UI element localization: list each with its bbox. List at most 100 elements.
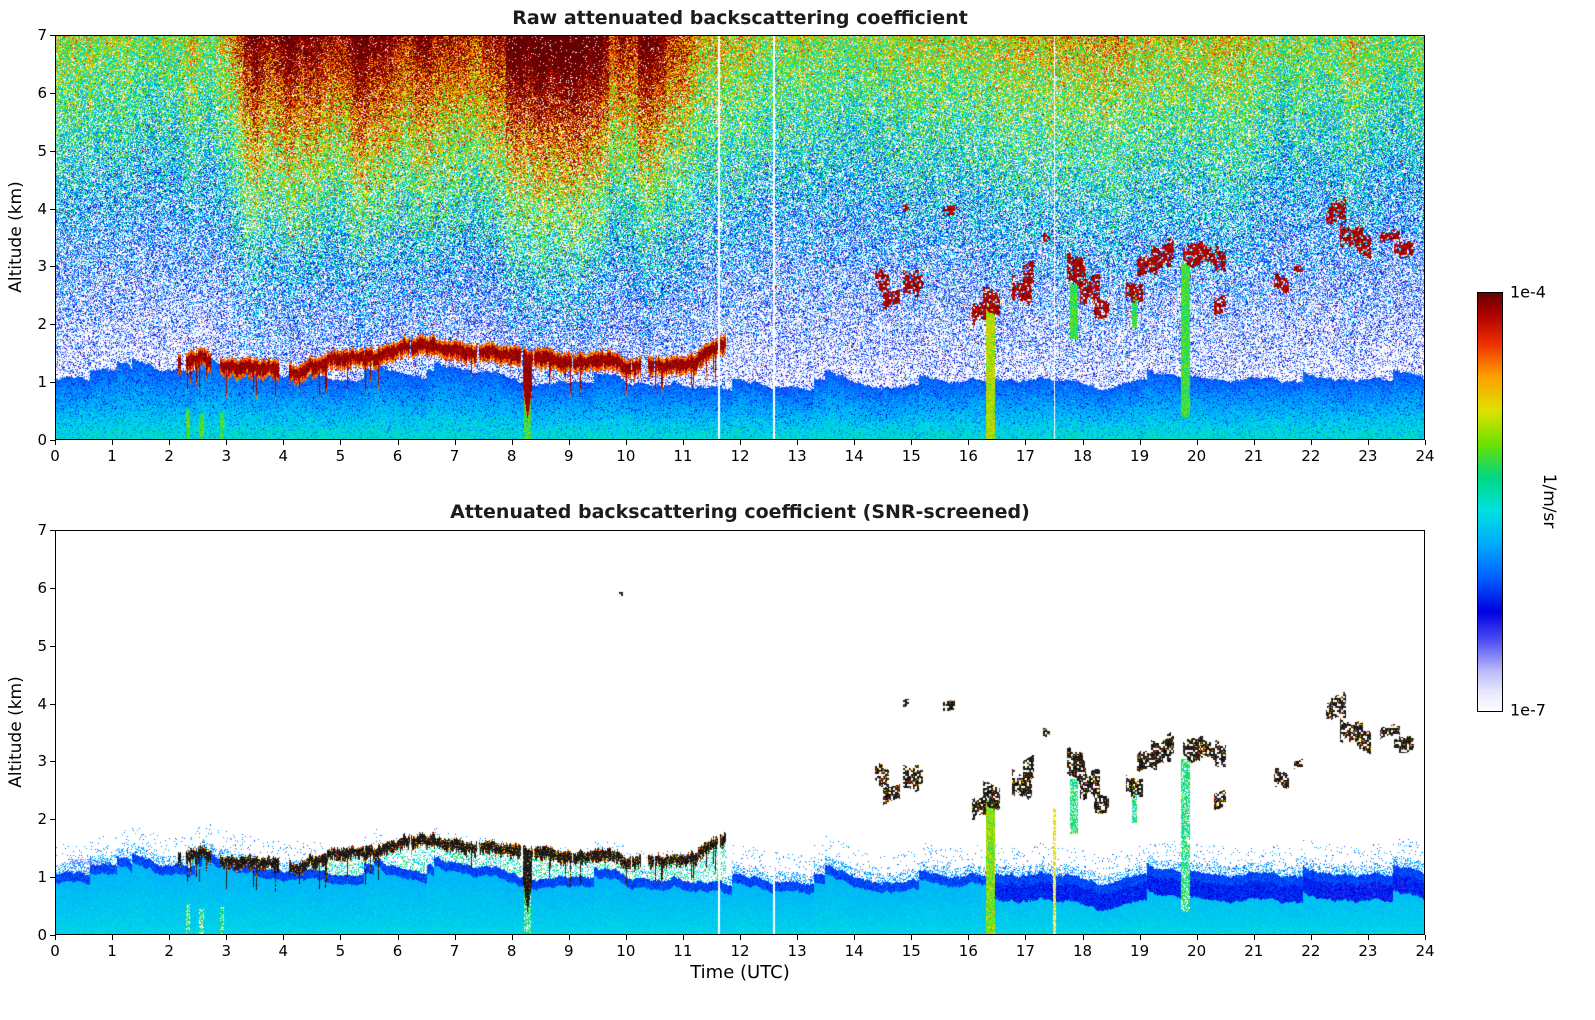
x-tick-label: 22 [1301,447,1321,465]
x-tick-mark [968,440,970,445]
x-tick-label: 7 [449,942,460,960]
x-tick-mark [1253,935,1255,940]
x-tick-mark [112,440,114,445]
x-tick-label: 20 [1187,447,1207,465]
x-tick-label: 10 [616,942,636,960]
x-tick-label: 18 [1072,447,1093,465]
x-tick-label: 21 [1244,447,1264,465]
x-tick-mark [283,935,285,940]
x-tick-label: 22 [1301,942,1321,960]
x-tick-mark [340,935,342,940]
x-tick-mark [454,935,456,940]
y-tick-label: 0 [37,926,47,944]
x-tick-label: 15 [901,942,921,960]
x-tick-label: 7 [449,447,460,465]
y-tick-mark [50,935,55,936]
x-tick-mark [1196,935,1198,940]
x-tick-label: 4 [278,942,289,960]
x-axis-label: Time (UTC) [690,962,790,983]
x-tick-label: 1 [107,447,117,465]
x-tick-label: 17 [1015,447,1035,465]
x-tick-mark [625,440,627,445]
x-tick-label: 1 [107,942,117,960]
y-tick-label: 6 [37,83,47,102]
raw-panel-title: Raw attenuated backscattering coefficien… [512,7,968,29]
x-tick-label: 13 [787,447,807,465]
x-tick-mark [1310,935,1312,940]
x-tick-mark [1253,440,1255,445]
x-tick-label: 0 [50,447,60,465]
x-tick-label: 4 [278,447,289,465]
y-tick-label: 4 [37,694,47,713]
x-tick-label: 14 [844,447,864,465]
x-tick-mark [797,935,799,940]
x-tick-label: 8 [506,447,517,465]
y-tick-label: 2 [37,810,47,829]
x-tick-label: 2 [164,447,174,465]
x-tick-mark [511,935,513,940]
x-tick-mark [1367,935,1369,940]
x-tick-mark [55,440,56,445]
x-tick-mark [1025,935,1027,940]
x-tick-mark [1310,440,1312,445]
y-tick-label: 5 [37,141,47,160]
colorbar-max-label: 1e-4 [1510,282,1546,302]
x-tick-label: 23 [1358,447,1378,465]
screened-panel-title: Attenuated backscattering coefficient (S… [450,501,1030,523]
x-tick-label: 16 [958,942,978,960]
x-tick-label: 12 [730,942,750,960]
y-tick-label: 2 [37,315,47,334]
x-tick-label: 2 [164,942,174,960]
x-tick-mark [1082,935,1084,940]
x-tick-mark [740,935,741,940]
x-tick-mark [797,440,799,445]
y-tick-label: 7 [37,26,47,44]
x-tick-label: 8 [506,942,517,960]
x-tick-label: 19 [1130,942,1150,960]
x-tick-mark [1196,440,1198,445]
x-tick-label: 16 [958,447,978,465]
y-tick-label: 3 [37,257,47,276]
x-tick-label: 9 [563,942,574,960]
x-tick-label: 18 [1072,942,1093,960]
y-tick-label: 7 [37,521,47,539]
x-tick-mark [854,935,856,940]
x-tick-mark [340,440,342,445]
x-tick-mark [1139,440,1141,445]
x-tick-label: 11 [673,942,693,960]
x-tick-mark [1367,440,1369,445]
x-tick-mark [55,935,56,940]
x-tick-mark [226,440,228,445]
x-tick-mark [740,440,741,445]
x-tick-mark [169,440,171,445]
x-tick-label: 23 [1358,942,1378,960]
x-tick-label: 11 [673,447,693,465]
y-tick-label: 1 [37,868,47,887]
colorbar [1477,292,1503,712]
colorbar-min-label: 1e-7 [1510,700,1546,720]
x-tick-mark [1425,935,1426,940]
x-tick-label: 10 [616,447,636,465]
x-tick-mark [1425,440,1426,445]
colorbar-units-label: 1/m/sr [1539,473,1559,529]
x-tick-mark [397,440,399,445]
y-tick-label: 6 [37,578,47,597]
x-tick-mark [968,935,970,940]
x-tick-label: 21 [1244,942,1264,960]
x-tick-label: 5 [335,942,346,960]
x-tick-label: 24 [1415,447,1435,465]
x-tick-mark [511,440,513,445]
raw-y-axis-label: Altitude (km) [6,181,26,293]
x-tick-label: 6 [392,942,403,960]
x-tick-mark [397,935,399,940]
x-tick-mark [226,935,228,940]
x-tick-mark [625,935,627,940]
raw-heatmap-canvas [55,35,1425,440]
x-tick-mark [911,440,913,445]
x-tick-label: 15 [901,447,921,465]
x-tick-mark [283,440,285,445]
x-tick-label: 17 [1015,942,1035,960]
x-tick-mark [1082,440,1084,445]
x-tick-label: 6 [392,447,403,465]
